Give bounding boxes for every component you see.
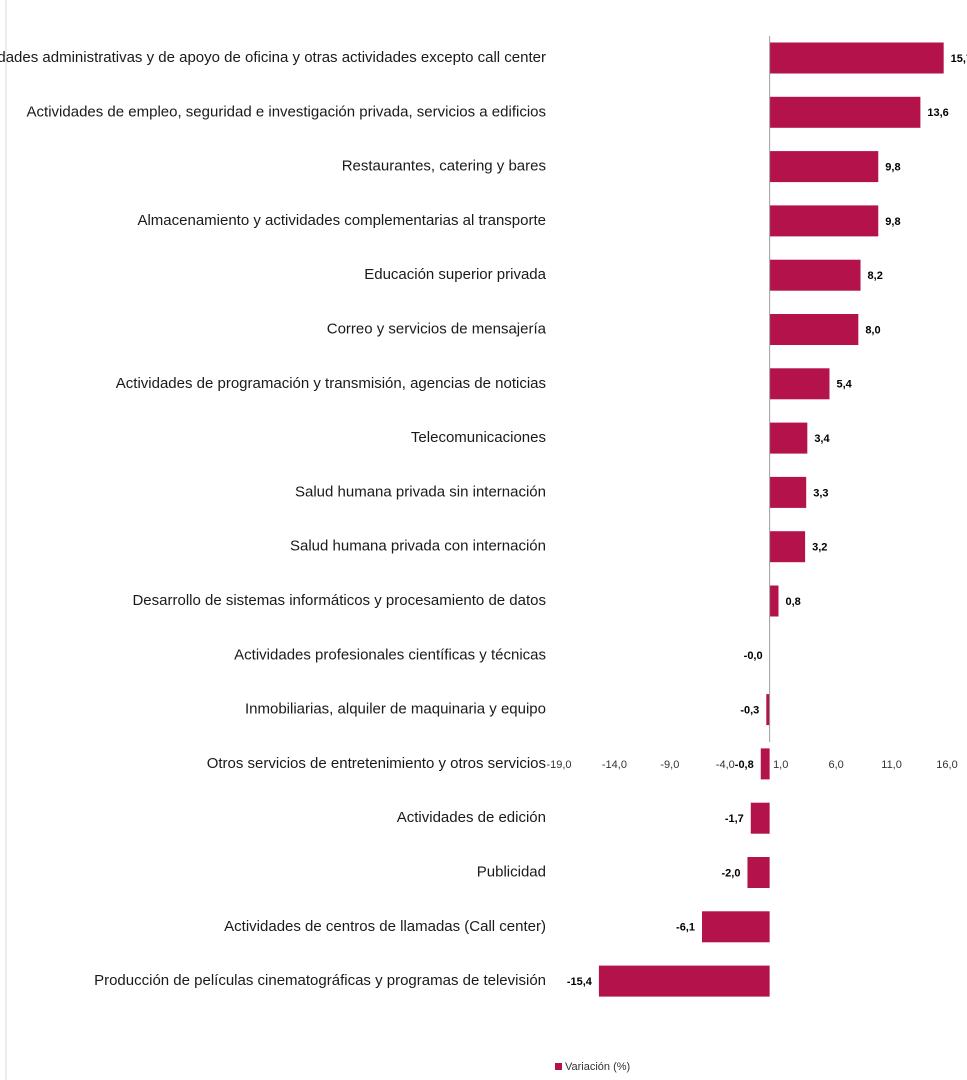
value-label: 13,6 <box>927 107 948 119</box>
x-tick-label: -19,0 <box>546 759 571 771</box>
bar <box>769 259 861 291</box>
category-label: Publicidad <box>477 863 546 880</box>
value-label: 3,3 <box>813 487 828 499</box>
x-tick-label: 6,0 <box>828 759 843 771</box>
bar <box>769 205 879 237</box>
value-label: 0,8 <box>785 596 800 608</box>
x-tick-label: -4,0 <box>716 759 735 771</box>
category-label: Actividades de edición <box>397 809 546 826</box>
x-tick-label: 11,0 <box>881 759 902 771</box>
category-label: Telecomunicaciones <box>411 429 546 446</box>
category-label: Actividades de programación y transmisió… <box>116 375 546 392</box>
category-label: Actividades administrativas y de apoyo d… <box>0 49 546 66</box>
category-label: Actividades profesionales científicas y … <box>234 646 546 663</box>
legend-label: Variación (%) <box>565 1061 630 1073</box>
x-axis-ticks: -19,0 -14,0 -9,0 -4,0 1,0 6,0 11,0 16,0 <box>546 759 957 771</box>
bar <box>769 585 779 617</box>
value-label: 3,2 <box>812 542 827 554</box>
bar <box>769 151 879 183</box>
bar <box>769 422 808 454</box>
bar <box>750 802 770 834</box>
bar <box>769 368 830 400</box>
bar <box>598 965 770 997</box>
value-label: 15,7 <box>951 53 967 65</box>
bar <box>769 96 921 128</box>
value-label: 8,2 <box>868 270 883 282</box>
value-label: -0,0 <box>744 650 763 662</box>
value-label: -2,0 <box>721 867 740 879</box>
legend-swatch <box>555 1063 562 1070</box>
category-label: Salud humana privada sin internación <box>295 483 546 500</box>
category-label: Correo y servicios de mensajería <box>327 320 547 337</box>
bars <box>598 42 944 997</box>
bar <box>702 911 770 943</box>
bar <box>769 42 944 74</box>
bar <box>769 531 806 563</box>
value-label: -0,3 <box>740 705 759 717</box>
legend: Variación (%) <box>555 1061 630 1073</box>
category-label: Actividades de centros de llamadas (Call… <box>224 918 546 935</box>
value-label: 9,8 <box>885 162 900 174</box>
bar <box>747 857 770 888</box>
value-label: 3,4 <box>814 433 830 445</box>
value-label: -15,4 <box>567 976 593 988</box>
category-label: Almacenamiento y actividades complementa… <box>137 212 546 229</box>
x-tick-label: -9,0 <box>660 759 679 771</box>
category-label: Educación superior privada <box>364 266 546 283</box>
x-tick-label: -14,0 <box>602 759 627 771</box>
value-labels: 15,7 13,6 9,8 9,8 8,2 8,0 5,4 3,4 3,3 3,2 0,8 -0,0 -… <box>567 53 967 988</box>
category-label: Actividades de empleo, seguridad e inves… <box>27 103 546 120</box>
category-label: Restaurantes, catering y bares <box>342 158 546 175</box>
value-label: 9,8 <box>885 216 900 228</box>
value-label: 8,0 <box>865 324 880 336</box>
value-label: -1,7 <box>725 813 744 825</box>
bar <box>760 748 770 780</box>
bar <box>766 694 770 726</box>
category-labels: Actividades administrativas y de apoyo d… <box>0 49 547 989</box>
category-label: Producción de películas cinematográficas… <box>94 972 546 989</box>
bar <box>769 314 859 345</box>
value-label: -6,1 <box>676 922 695 934</box>
value-label: 5,4 <box>836 379 852 391</box>
category-label: Inmobiliarias, alquiler de maquinaria y … <box>245 701 546 718</box>
value-label: -0,8 <box>735 759 754 771</box>
x-tick-label: 1,0 <box>773 759 788 771</box>
bar <box>769 476 807 508</box>
category-label: Desarrollo de sistemas informáticos y pr… <box>132 592 546 609</box>
category-label: Otros servicios de entretenimiento y otr… <box>207 755 546 772</box>
x-tick-label: 16,0 <box>936 759 957 771</box>
category-label: Salud humana privada con internación <box>290 538 546 555</box>
